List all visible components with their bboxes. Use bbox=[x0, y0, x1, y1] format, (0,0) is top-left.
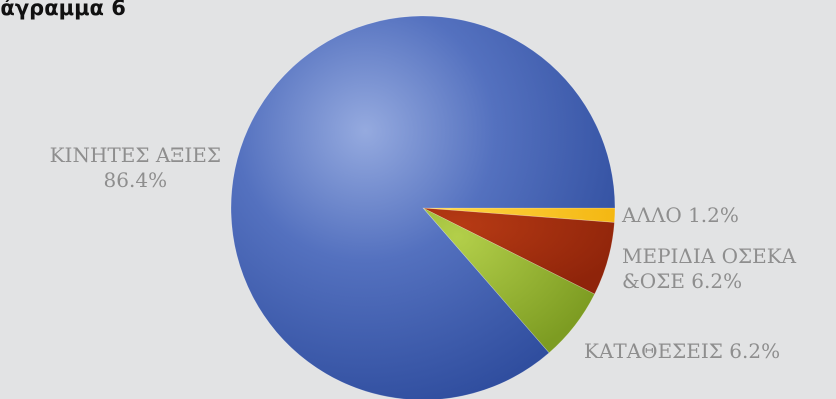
pie-slice-other bbox=[422, 207, 616, 223]
slice-label-other: ΑΛΛΟ 1.2% bbox=[622, 203, 739, 228]
slice-label-deposits-text: ΚΑΤΑΘΕΣΕΙΣ 6.2% bbox=[584, 339, 781, 363]
slice-label-stocks: ΚΙΝΗΤΕΣ ΑΞΙΕΣ 86.4% bbox=[50, 143, 221, 193]
chart-title: Διάγραμμα 6 bbox=[0, 0, 126, 20]
slice-label-stocks-name: ΚΙΝΗΤΕΣ ΑΞΙΕΣ bbox=[49, 143, 221, 167]
slice-label-funds-name: ΜΕΡΙΔΙΑ ΟΣΕΚΑ bbox=[622, 244, 797, 268]
pie-slice-deposits bbox=[422, 207, 596, 354]
slice-label-other-text: ΑΛΛΟ 1.2% bbox=[622, 203, 739, 227]
slice-label-deposits: ΚΑΤΑΘΕΣΕΙΣ 6.2% bbox=[584, 339, 780, 364]
slice-label-funds-value: &ΟΣΕ 6.2% bbox=[622, 269, 743, 293]
slice-label-funds: ΜΕΡΙΔΙΑ ΟΣΕΚΑ &ΟΣΕ 6.2% bbox=[622, 244, 796, 294]
slice-label-stocks-value: 86.4% bbox=[103, 168, 168, 192]
pie-slice-funds bbox=[422, 207, 615, 295]
